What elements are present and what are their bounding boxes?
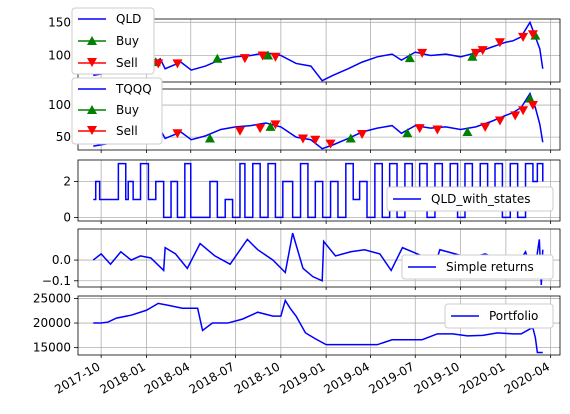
marker-sell — [255, 124, 266, 134]
legend-label-portfolio: Portfolio — [489, 309, 538, 323]
x-tick-label: 2020-01 — [457, 359, 507, 396]
marker-sell — [494, 38, 505, 48]
marker-buy — [263, 50, 274, 60]
marker-sell — [477, 46, 488, 56]
x-tick-label: 2018-10 — [232, 359, 282, 396]
legend-label-returns: Simple returns — [446, 260, 534, 274]
marker-buy — [345, 133, 356, 143]
marker-sell — [270, 52, 281, 62]
legend-portfolio: Portfolio — [444, 303, 554, 329]
marker-sell — [432, 125, 443, 135]
marker-sell — [417, 48, 428, 58]
marker-sell — [494, 116, 505, 126]
legend-marker-buy-2 — [87, 105, 97, 114]
y-tick-label: 25000 — [33, 291, 71, 305]
y-tick-label: 100 — [48, 98, 71, 112]
marker-sell — [414, 124, 425, 134]
legend-marker-buy — [87, 36, 97, 45]
axes-frame — [77, 159, 561, 222]
marker-sell — [518, 32, 529, 42]
legend-qld-box — [71, 7, 155, 75]
y-tick-label: 20000 — [33, 316, 71, 330]
marker-sell — [510, 111, 521, 121]
marker-buy — [467, 51, 478, 61]
panels-group: 100 150 50 100 0 2 −0.1 0.0 15000 20000 25000 — [33, 15, 561, 358]
marker-buy — [402, 128, 413, 138]
panel-qld_price: 100 150 — [48, 15, 561, 85]
panel-portfolio: 15000 20000 25000 — [33, 291, 561, 358]
marker-sell — [480, 122, 491, 132]
legend-returns-box — [401, 254, 554, 280]
x-tick-label: 2020-04 — [502, 359, 552, 396]
x-tick-label: 2019-01 — [277, 359, 327, 396]
legend-label-sell: Sell — [116, 56, 138, 70]
legend-label-buy-2: Buy — [116, 103, 139, 117]
marker-buy — [404, 53, 415, 63]
legend-label-qld: QLD — [116, 12, 141, 26]
legend-portfolio-box — [444, 303, 554, 329]
y-tick-label: 0 — [63, 210, 71, 224]
marker-sell — [527, 101, 538, 111]
y-tick-label: 2 — [63, 175, 71, 189]
axes-frame — [77, 295, 561, 356]
marker-buy — [524, 93, 535, 103]
axes-frame — [77, 228, 561, 288]
x-tick-label: 2019-10 — [412, 359, 462, 396]
marker-sell — [518, 106, 529, 116]
marker-sell — [257, 51, 268, 61]
marker-buy — [212, 53, 223, 63]
marker-sell — [270, 120, 281, 130]
legend-label-sell-2: Sell — [116, 124, 138, 138]
y-tick-label: 150 — [48, 15, 71, 29]
marker-sell — [357, 129, 368, 139]
panel-tqqq_price: 50 100 — [48, 88, 561, 153]
y-tick-label: −0.1 — [42, 274, 71, 288]
marker-sell — [153, 59, 164, 69]
marker-sell — [234, 126, 245, 136]
x-tick-label: 2018-04 — [142, 359, 192, 396]
y-tick-label: 15000 — [33, 341, 71, 355]
marker-buy — [204, 133, 215, 143]
marker-sell — [325, 139, 336, 149]
x-tick-label: 2019-07 — [366, 359, 416, 396]
marker-sell — [172, 59, 183, 69]
legend-tqqq: TQQQ Buy Sell — [71, 77, 163, 145]
x-tick-label: 2018-01 — [98, 359, 148, 396]
x-tick-label: 2019-04 — [322, 359, 372, 396]
marker-sell — [297, 134, 308, 144]
legend-label-tqqq: TQQQ — [115, 82, 152, 96]
y-tick-label: 50 — [56, 130, 71, 144]
legend-marker-sell-2 — [87, 126, 97, 135]
legend-qld: QLD Buy Sell — [71, 7, 155, 75]
series-line-qld — [93, 20, 544, 82]
y-tick-label: 100 — [48, 48, 71, 62]
marker-sell — [172, 129, 183, 139]
marker-sell — [470, 48, 481, 58]
series-line-tqqq — [93, 91, 544, 150]
legend-marker-sell — [87, 58, 97, 67]
x-axis: 2017-102018-012018-042018-072018-102019-… — [52, 359, 552, 396]
series-line-portfolio — [93, 298, 543, 354]
marker-sell — [310, 135, 321, 145]
legend-states: QLD_with_states — [386, 186, 554, 212]
marker-sell — [527, 30, 538, 40]
legend-label-buy: Buy — [116, 34, 139, 48]
y-tick-label: 0.0 — [52, 253, 71, 267]
legend-returns: Simple returns — [401, 254, 554, 280]
legend-states-box — [386, 186, 554, 212]
x-tick-label: 2017-10 — [52, 359, 102, 396]
marker-buy — [462, 127, 473, 137]
x-tick-label: 2018-07 — [187, 359, 237, 396]
marker-sell — [239, 54, 250, 64]
legend-label-states: QLD_with_states — [431, 192, 530, 206]
marker-buy — [265, 121, 276, 131]
